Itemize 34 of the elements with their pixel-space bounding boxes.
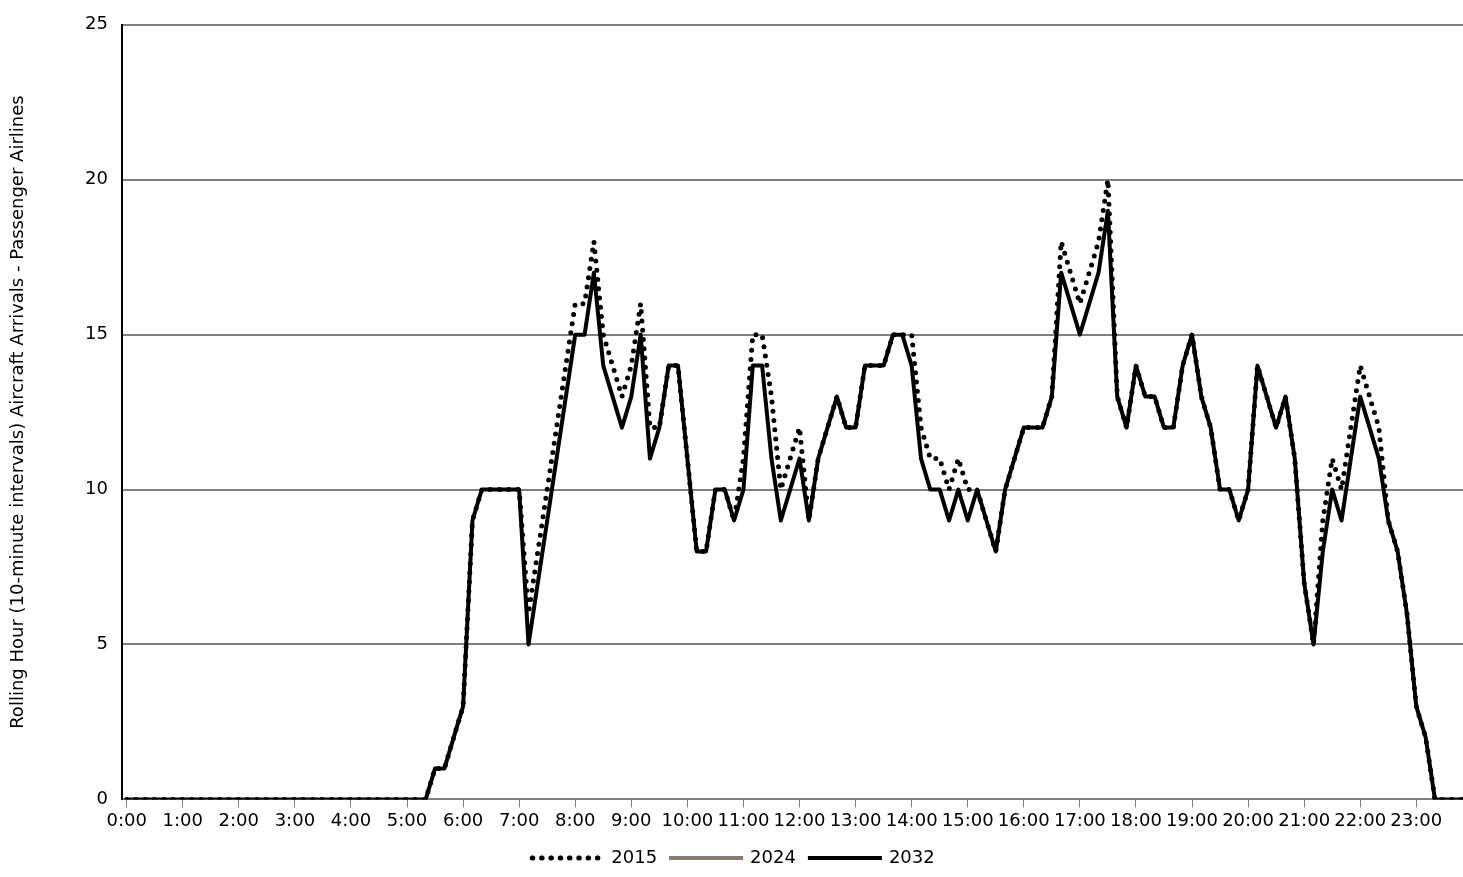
x-tick-label: 20:00 (1222, 808, 1275, 830)
x-tick-label: 11:00 (717, 808, 770, 830)
x-tick-label: 1:00 (162, 808, 203, 830)
x-tick-label: 16:00 (997, 808, 1050, 830)
x-tick-label: 13:00 (829, 808, 882, 830)
x-tick-label: 23:00 (1390, 808, 1443, 830)
x-tick-label: 3:00 (274, 808, 316, 830)
legend-label: 2024 (750, 845, 796, 867)
x-tick-label: 12:00 (773, 808, 826, 830)
x-tick-label: 7:00 (498, 808, 540, 830)
x-tick-label: 4:00 (330, 808, 372, 830)
x-tick-label: 10:00 (661, 808, 714, 830)
x-tick-label: 18:00 (1110, 808, 1162, 830)
y-tick-label: 20 (85, 167, 108, 189)
x-tick-label: 19:00 (1166, 808, 1218, 830)
x-tick-label: 14:00 (885, 808, 938, 830)
x-tick-label: 8:00 (555, 808, 596, 830)
y-tick-label: 15 (85, 322, 108, 344)
legend-label: 2015 (611, 845, 658, 867)
x-tick-label: 6:00 (442, 808, 484, 830)
x-tick-label: 22:00 (1334, 808, 1387, 830)
x-tick-label: 9:00 (611, 808, 652, 830)
y-tick-label: 0 (96, 787, 108, 809)
x-tick-label: 21:00 (1278, 808, 1331, 830)
x-tick-label: 15:00 (941, 808, 994, 830)
x-tick-label: 0:00 (106, 808, 147, 830)
x-tick-label: 5:00 (386, 808, 428, 830)
y-axis-title: Rolling Hour (10-minute intervals) Aircraft Arrivals - Passenger Airlines (6, 95, 28, 729)
y-tick-label: 5 (96, 632, 108, 654)
y-tick-label: 10 (85, 477, 108, 499)
legend-label: 2032 (888, 845, 935, 867)
x-tick-label: 17:00 (1053, 808, 1106, 830)
y-tick-label: 25 (85, 12, 108, 34)
x-tick-label: 2:00 (218, 808, 260, 830)
